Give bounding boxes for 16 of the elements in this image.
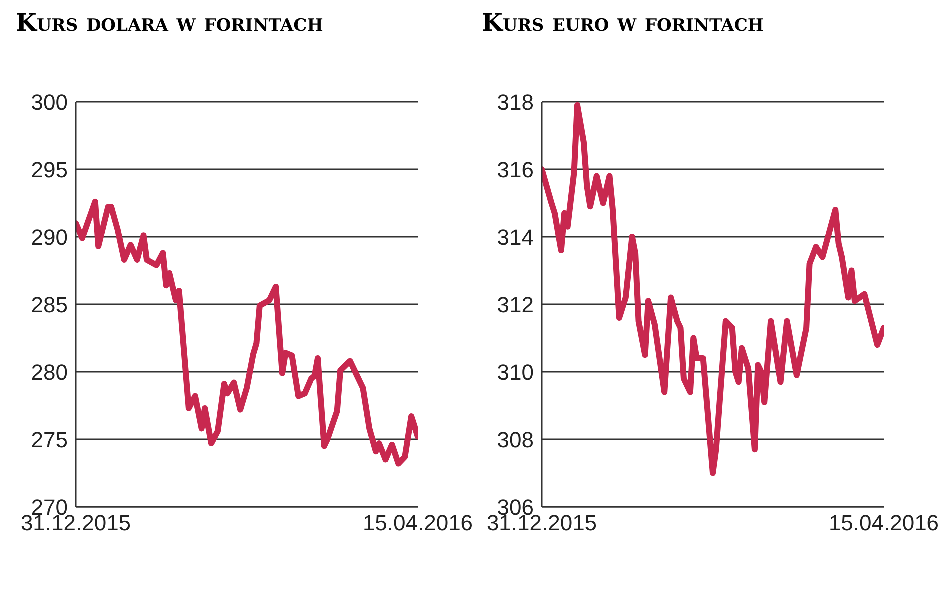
y-tick-label: 300 — [31, 90, 68, 115]
y-tick-label: 295 — [31, 157, 68, 182]
y-tick-label: 308 — [497, 427, 534, 452]
y-tick-label: 314 — [497, 224, 534, 250]
y-tick-label: 275 — [31, 427, 68, 452]
y-tick-label: 312 — [497, 292, 534, 318]
y-tick-label: 280 — [31, 360, 68, 385]
y-tick-label: 285 — [31, 292, 68, 318]
chart-title: Kurs euro w forintach — [481, 8, 765, 39]
x-tick-label: 15.04.2016 — [828, 510, 940, 536]
y-tick-label: 290 — [31, 224, 68, 250]
y-tick-label: 316 — [497, 157, 534, 182]
y-tick-label: 310 — [497, 360, 534, 385]
y-tick-label: 318 — [497, 90, 534, 115]
x-tick-label: 15.04.2016 — [362, 510, 474, 536]
chart-title: Kurs dolara w forintach — [15, 8, 324, 39]
